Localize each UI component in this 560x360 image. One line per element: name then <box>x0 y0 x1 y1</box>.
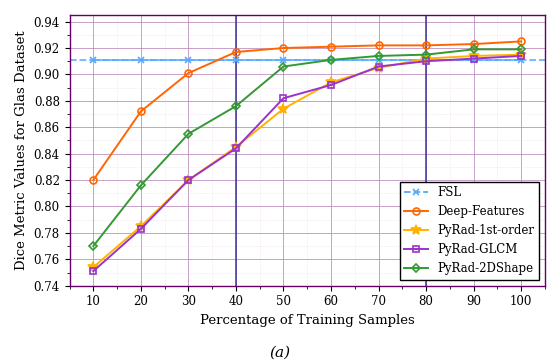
Line: Deep-Features: Deep-Features <box>90 38 525 184</box>
PyRad-GLCM <box>328 83 334 87</box>
PyRad-GLCM <box>232 146 239 150</box>
FSL <box>470 58 477 62</box>
PyRad-2DShape <box>232 104 239 108</box>
Deep-Features <box>90 178 97 182</box>
Deep-Features <box>375 43 382 48</box>
PyRad-2DShape <box>185 132 192 136</box>
PyRad-1st-order <box>518 53 525 57</box>
PyRad-2DShape <box>518 47 525 51</box>
FSL <box>90 58 97 62</box>
PyRad-GLCM <box>185 178 192 182</box>
Line: FSL: FSL <box>90 57 525 63</box>
PyRad-2DShape <box>328 58 334 62</box>
PyRad-2DShape <box>375 54 382 58</box>
PyRad-1st-order <box>232 145 239 149</box>
FSL <box>423 58 430 62</box>
FSL <box>232 58 239 62</box>
Deep-Features <box>518 39 525 44</box>
PyRad-GLCM <box>90 269 97 273</box>
PyRad-1st-order <box>470 54 477 58</box>
FSL <box>328 58 334 62</box>
PyRad-GLCM <box>518 54 525 58</box>
FSL <box>518 58 525 62</box>
PyRad-1st-order <box>280 107 287 111</box>
Deep-Features <box>185 71 192 75</box>
PyRad-GLCM <box>138 227 144 231</box>
FSL <box>280 58 287 62</box>
FSL <box>138 58 144 62</box>
Legend: FSL, Deep-Features, PyRad-1st-order, PyRad-GLCM, PyRad-2DShape: FSL, Deep-Features, PyRad-1st-order, PyR… <box>400 182 539 280</box>
Text: (a): (a) <box>269 345 291 359</box>
PyRad-GLCM <box>470 57 477 61</box>
FSL <box>185 58 192 62</box>
PyRad-1st-order <box>90 265 97 269</box>
Deep-Features <box>328 45 334 49</box>
Deep-Features <box>232 50 239 54</box>
Deep-Features <box>138 109 144 113</box>
PyRad-GLCM <box>423 59 430 63</box>
Line: PyRad-1st-order: PyRad-1st-order <box>88 50 526 272</box>
Line: PyRad-GLCM: PyRad-GLCM <box>91 53 524 274</box>
PyRad-2DShape <box>138 183 144 188</box>
PyRad-2DShape <box>280 64 287 69</box>
PyRad-GLCM <box>280 96 287 100</box>
Line: PyRad-2DShape: PyRad-2DShape <box>91 46 524 249</box>
PyRad-2DShape <box>470 47 477 51</box>
PyRad-1st-order <box>423 57 430 61</box>
PyRad-2DShape <box>423 53 430 57</box>
PyRad-1st-order <box>375 66 382 70</box>
Deep-Features <box>423 43 430 48</box>
X-axis label: Percentage of Training Samples: Percentage of Training Samples <box>200 314 414 327</box>
PyRad-1st-order <box>138 224 144 229</box>
PyRad-GLCM <box>375 64 382 69</box>
PyRad-1st-order <box>328 80 334 85</box>
Deep-Features <box>280 46 287 50</box>
PyRad-2DShape <box>90 244 97 248</box>
Y-axis label: Dice Metric Values for Glas Dataset: Dice Metric Values for Glas Dataset <box>15 31 28 270</box>
PyRad-1st-order <box>185 178 192 182</box>
FSL <box>375 58 382 62</box>
Deep-Features <box>470 42 477 46</box>
